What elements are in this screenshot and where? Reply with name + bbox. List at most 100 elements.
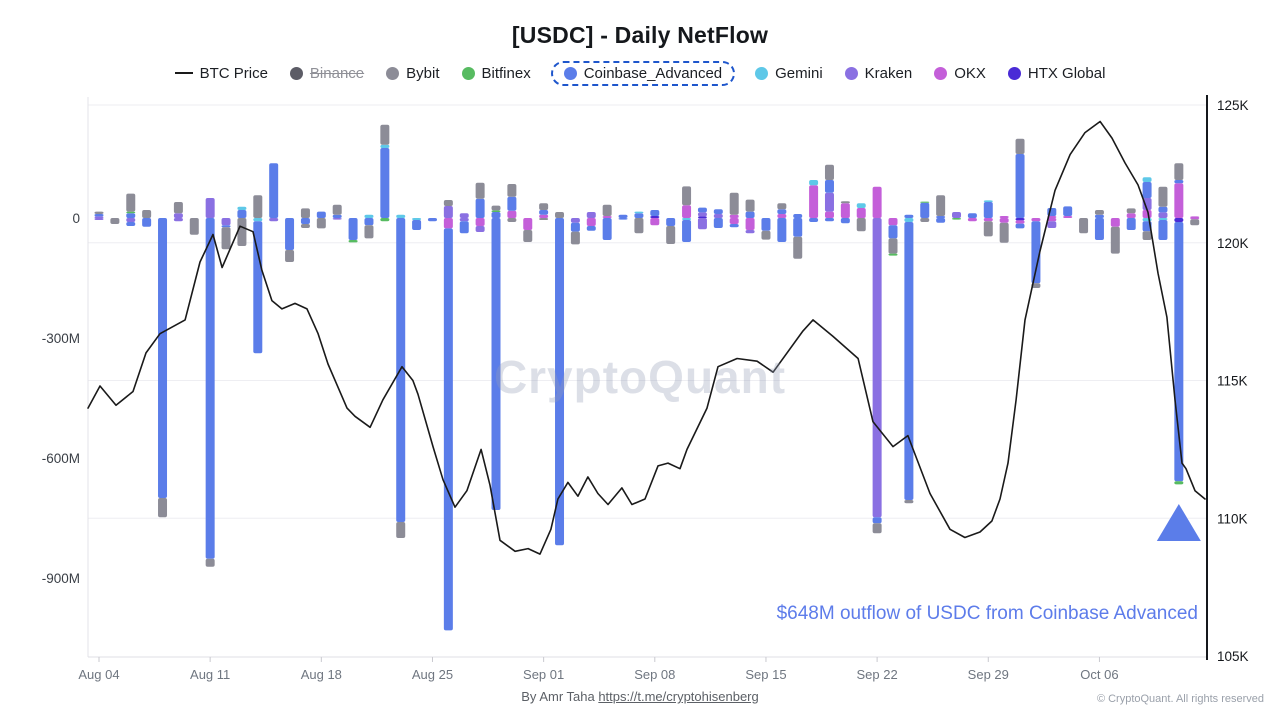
bar-Aug04-kraken-outflow[interactable] (94, 218, 104, 220)
bar-Sep01-bybit-outflow[interactable] (539, 218, 549, 220)
bar-Sep17-bybit-outflow[interactable] (793, 236, 803, 259)
bar-Aug19-bybit-inflow[interactable] (332, 204, 342, 215)
bar-Aug23-bybit-outflow[interactable] (396, 522, 406, 538)
bar-Sep10-gemini-outflow[interactable] (682, 218, 692, 220)
bar-Sep12-coinbase-inflow[interactable] (713, 209, 723, 214)
bar-Sep24-bybit-outflow[interactable] (904, 500, 914, 504)
bar-Aug06-bitfinex-inflow[interactable] (126, 211, 136, 214)
bar-Sep15-coinbase-outflow[interactable] (761, 218, 771, 231)
bar-Sep19-okx-inflow[interactable] (824, 211, 834, 218)
bar-Oct12-okx-inflow[interactable] (1190, 216, 1200, 218)
bar-Sep23-bitfinex-outflow[interactable] (888, 253, 898, 256)
bar-Sep08-coinbase-inflow[interactable] (650, 210, 660, 216)
bar-Sep06-coinbase-outflow[interactable] (618, 218, 628, 220)
bar-Sep01-coinbase-inflow[interactable] (539, 210, 549, 215)
bar-Sep03-coinbase-outflow[interactable] (570, 222, 580, 232)
bar-Sep10-coinbase-outflow[interactable] (682, 220, 692, 242)
bar-Sep19-bybit-inflow[interactable] (824, 164, 834, 180)
bar-Sep27-bitfinex-outflow[interactable] (952, 218, 962, 220)
bar-Oct01-bybit-inflow[interactable] (1015, 138, 1025, 154)
bar-Aug12-coinbase-outflow[interactable] (221, 225, 231, 228)
bar-Sep13-coinbase-outflow[interactable] (729, 224, 739, 228)
bar-Aug09-kraken-outflow[interactable] (173, 218, 183, 222)
bar-Aug21-bybit-outflow[interactable] (364, 225, 374, 239)
legend-item-bitfinex[interactable]: Bitfinex (461, 65, 531, 82)
bar-Sep05-coinbase-outflow[interactable] (602, 218, 612, 240)
bar-Aug28-okx-outflow[interactable] (475, 218, 485, 226)
bar-Oct10-coinbase-outflow[interactable] (1158, 220, 1168, 240)
bar-Oct02-okx-outflow[interactable] (1031, 218, 1041, 222)
bar-Oct04-coinbase-inflow[interactable] (1063, 206, 1073, 216)
bar-Sep16-coinbase-inflow[interactable] (777, 209, 787, 214)
bar-Sep16-okx-inflow[interactable] (777, 214, 787, 218)
bar-Sep07-bybit-outflow[interactable] (634, 218, 644, 234)
bar-Sep12-kraken-inflow[interactable] (713, 214, 723, 218)
bar-Aug22-coinbase-inflow[interactable] (380, 148, 390, 218)
bar-Sep22-kraken-outflow[interactable] (872, 218, 882, 518)
bar-Aug28-kraken-outflow[interactable] (475, 226, 485, 232)
bar-Aug21-coinbase-outflow[interactable] (364, 218, 374, 226)
bar-Oct09-kraken-inflow[interactable] (1142, 198, 1152, 210)
bar-Aug07-bybit-inflow[interactable] (142, 210, 152, 218)
bar-Sep12-coinbase-outflow[interactable] (713, 218, 723, 228)
bar-Sep29-gemini-inflow[interactable] (983, 200, 993, 202)
bar-Aug30-bybit-inflow[interactable] (507, 184, 517, 197)
bar-Oct11-bybit-inflow[interactable] (1174, 163, 1184, 180)
bar-Aug27-coinbase-outflow[interactable] (459, 221, 469, 234)
bar-Aug26-okx-outflow[interactable] (443, 218, 453, 229)
bar-Aug14-gemini-outflow[interactable] (253, 218, 263, 222)
bar-Oct11-coinbase-inflow[interactable] (1174, 180, 1184, 184)
bar-Aug12-bybit-outflow[interactable] (221, 227, 231, 250)
bar-Aug07-coinbase-outflow[interactable] (142, 218, 152, 227)
bar-Aug20-bitfinex-outflow[interactable] (348, 240, 358, 243)
bar-Aug13-coinbase-inflow[interactable] (237, 210, 247, 218)
bar-Sep04-coinbase-outflow[interactable] (586, 226, 596, 231)
bar-Sep21-okx-inflow[interactable] (856, 208, 866, 218)
bar-Aug31-okx-outflow[interactable] (523, 218, 533, 230)
bar-Oct10-coinbase-inflow[interactable] (1158, 206, 1168, 213)
bar-Sep14-coinbase-inflow[interactable] (745, 211, 755, 218)
bar-Oct06-coinbase-outflow[interactable] (1094, 218, 1104, 240)
legend-item-bybit[interactable]: Bybit (386, 65, 440, 82)
bar-Oct02-bybit-outflow[interactable] (1031, 283, 1041, 288)
bar-Sep30-okx-outflow[interactable] (999, 218, 1009, 223)
bar-Sep09-coinbase-outflow[interactable] (666, 218, 676, 226)
bar-Sep02-coinbase-outflow[interactable] (555, 218, 565, 546)
bar-Oct11-htx-outflow[interactable] (1174, 218, 1184, 222)
bar-Aug24-gemini-outflow[interactable] (412, 218, 422, 220)
bar-Aug15-coinbase-inflow[interactable] (269, 163, 279, 218)
bar-Aug11-kraken-inflow[interactable] (205, 198, 215, 218)
bar-Sep25-bitfinex-inflow[interactable] (920, 201, 930, 203)
bar-Aug11-bybit-outflow[interactable] (205, 558, 215, 567)
bar-Aug29-coinbase-inflow[interactable] (491, 212, 501, 218)
legend-item-binance[interactable]: Binance (289, 65, 364, 82)
bar-Sep18-gemini-inflow[interactable] (809, 180, 819, 186)
bar-Aug04-coinbase-inflow[interactable] (94, 214, 104, 217)
bar-Oct09-gemini-outflow[interactable] (1142, 218, 1152, 222)
bar-Sep23-okx-outflow[interactable] (888, 218, 898, 226)
bar-Aug24-coinbase-outflow[interactable] (412, 220, 422, 230)
bar-Sep13-okx-outflow[interactable] (729, 218, 739, 224)
bar-Aug25-coinbase-outflow[interactable] (427, 218, 437, 222)
bar-Oct11-bitfinex-outflow[interactable] (1174, 481, 1184, 485)
bar-Sep14-kraken-outflow[interactable] (745, 230, 755, 234)
bar-Oct02-coinbase-outflow[interactable] (1031, 221, 1041, 284)
bar-Sep20-okx-inflow[interactable] (840, 203, 850, 218)
bar-Oct08-bybit-inflow[interactable] (1126, 208, 1136, 214)
bar-Oct01-htx-outflow[interactable] (1015, 218, 1025, 221)
bar-Aug18-coinbase-inflow[interactable] (316, 211, 326, 218)
bar-Sep29-coinbase-inflow[interactable] (983, 202, 993, 218)
bar-Aug30-okx-inflow[interactable] (507, 210, 517, 218)
bar-Aug29-bitfinex-inflow[interactable] (491, 210, 501, 212)
bar-Sep04-okx-outflow[interactable] (586, 218, 596, 226)
bar-Sep21-gemini-inflow[interactable] (856, 203, 866, 208)
bar-Sep13-bybit-inflow[interactable] (729, 192, 739, 215)
bar-Aug21-gemini-inflow[interactable] (364, 214, 374, 218)
bar-Oct09-gemini-inflow[interactable] (1142, 177, 1152, 182)
bar-Sep11-htx-inflow[interactable] (697, 216, 707, 218)
bar-Sep26-bybit-inflow[interactable] (936, 195, 946, 216)
bar-Sep18-coinbase-outflow[interactable] (809, 218, 819, 222)
bar-Oct12-okx-outflow[interactable] (1190, 218, 1200, 220)
bar-Sep05-okx-inflow[interactable] (602, 216, 612, 218)
bar-Aug14-coinbase-outflow[interactable] (253, 221, 263, 354)
